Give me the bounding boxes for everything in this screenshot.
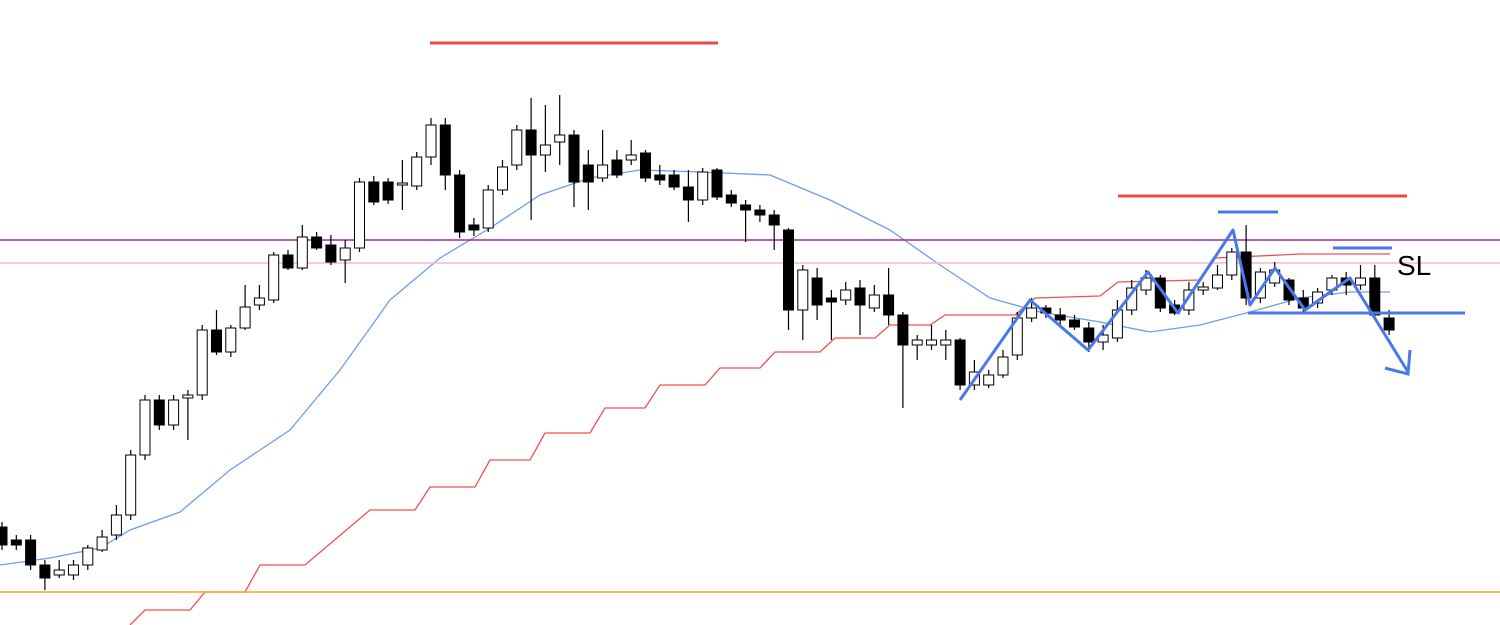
- candle-body: [96, 536, 108, 551]
- candle-body: [954, 339, 966, 386]
- candle-body: [1383, 317, 1395, 331]
- candle-body: [0, 526, 8, 546]
- candle-body: [1369, 277, 1381, 316]
- candle-body: [883, 294, 895, 316]
- candle-body: [110, 514, 122, 536]
- candle-body: [325, 244, 337, 263]
- candle-body: [1254, 271, 1266, 299]
- candle-body: [211, 329, 222, 353]
- candle-body: [682, 186, 694, 201]
- candle-body: [697, 171, 709, 201]
- candle-body: [1054, 314, 1066, 321]
- candle-body: [754, 209, 766, 216]
- candle-body: [68, 564, 79, 576]
- candle-body: [640, 152, 651, 179]
- candle-body: [239, 306, 251, 329]
- candle-body: [711, 169, 723, 198]
- candle-body: [268, 254, 280, 301]
- candle-body: [368, 181, 380, 203]
- candle-body: [1355, 277, 1366, 286]
- candle-body: [497, 166, 508, 191]
- candle-body: [868, 294, 880, 309]
- candle-body: [1226, 251, 1238, 276]
- candle-body: [625, 154, 637, 161]
- moving-average: [0, 169, 1390, 566]
- candle-body: [468, 224, 480, 231]
- candle-body: [668, 174, 680, 188]
- candle-body: [568, 134, 580, 183]
- candle-body: [525, 129, 537, 156]
- arrow-head: [1384, 349, 1412, 376]
- candle-body: [153, 399, 165, 426]
- trailing-stop: [129, 253, 1390, 625]
- candle-body: [182, 394, 194, 399]
- candle-body: [783, 229, 794, 311]
- zigzag: [958, 228, 1410, 401]
- candle-body: [396, 182, 408, 186]
- candle-body: [554, 134, 566, 143]
- candle-body: [253, 297, 265, 306]
- candle-body: [382, 181, 394, 201]
- candle-body: [39, 564, 51, 579]
- candle-body: [511, 129, 523, 166]
- candle-body: [354, 181, 365, 249]
- candle-body: [725, 194, 737, 204]
- candle-body: [82, 547, 94, 566]
- candle-body: [539, 144, 551, 156]
- candle-body: [840, 289, 852, 301]
- candle-body: [439, 124, 451, 176]
- candle-body: [926, 339, 937, 346]
- candle-body: [296, 236, 308, 269]
- candle-body: [1154, 277, 1166, 309]
- candle-body: [168, 399, 180, 426]
- candle-body: [196, 329, 208, 396]
- candle-body: [854, 287, 866, 306]
- candle-body: [482, 189, 494, 229]
- candle-body: [811, 277, 823, 306]
- candle-body: [611, 159, 623, 176]
- candle-body: [454, 174, 466, 233]
- candle-body: [654, 174, 666, 181]
- candle-body: [940, 339, 952, 346]
- candle-body: [983, 374, 995, 386]
- candle-body: [911, 339, 923, 346]
- candle-body: [225, 327, 237, 353]
- candle-body: [825, 297, 837, 303]
- candle-body: [1197, 286, 1209, 291]
- candle-body: [1026, 307, 1038, 319]
- candle-body: [582, 164, 594, 183]
- candle-body: [997, 356, 1009, 376]
- candle-body: [1069, 319, 1080, 328]
- candle-body: [282, 254, 294, 269]
- candle-body: [125, 454, 137, 516]
- candle-body: [597, 164, 609, 179]
- candle-body: [1240, 251, 1252, 299]
- candle-body: [797, 269, 809, 311]
- candle-body: [411, 156, 423, 187]
- candle-body: [53, 569, 65, 576]
- candle-body: [1140, 277, 1152, 291]
- candle-body: [311, 236, 323, 249]
- candle-body: [1083, 327, 1095, 343]
- candle-body: [25, 539, 37, 566]
- candle-body: [139, 399, 151, 456]
- candle-body: [768, 214, 780, 226]
- candle-body: [339, 247, 351, 261]
- candle-body: [425, 124, 437, 158]
- candle-body: [897, 314, 909, 346]
- candle-body: [10, 539, 22, 546]
- candle-body: [1212, 274, 1223, 289]
- candle-body: [740, 204, 752, 211]
- sl-label: SL: [1397, 250, 1431, 281]
- candle-body: [1183, 289, 1195, 311]
